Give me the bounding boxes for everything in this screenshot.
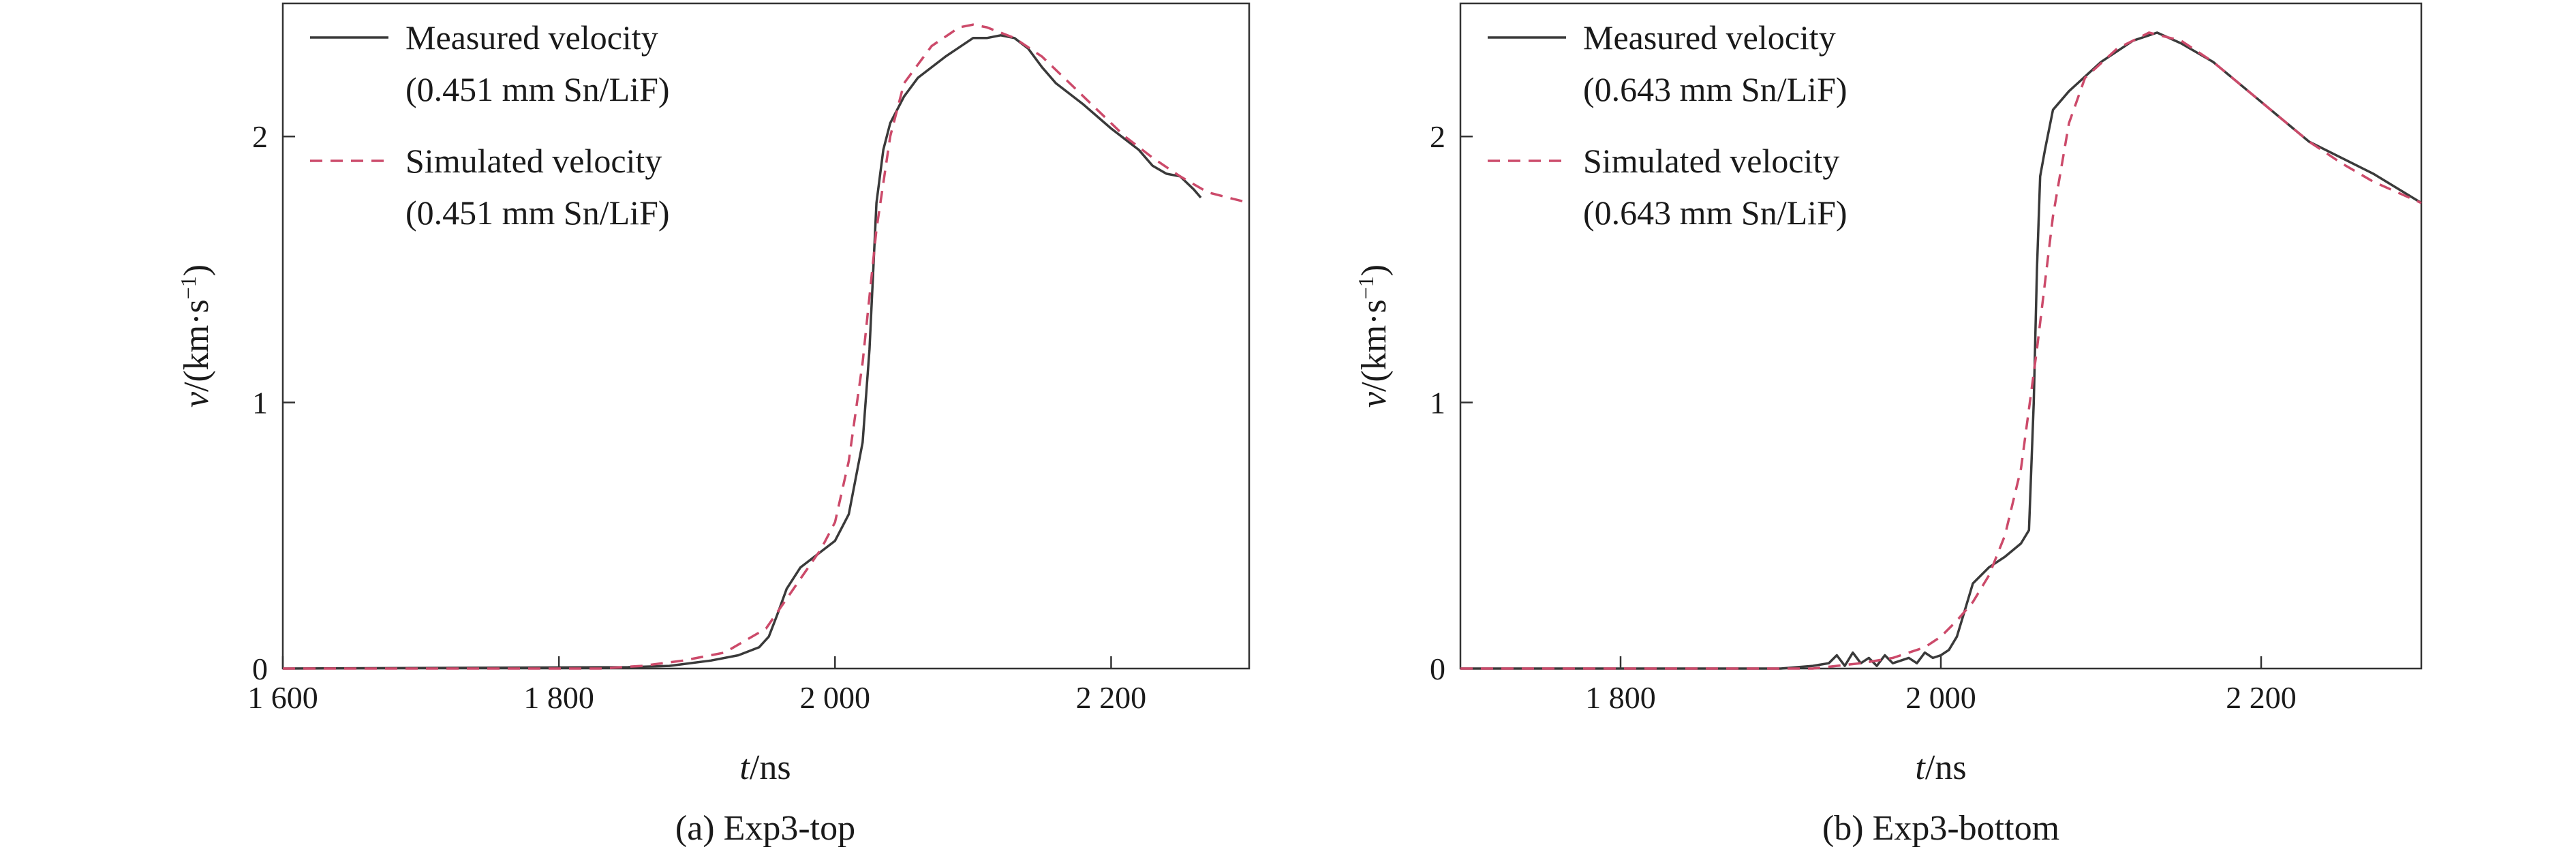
panel-a-legend: Measured velocity (0.451 mm Sn/LiF) Simu…	[310, 18, 670, 232]
panel-b-legend-measured-label-2: (0.643 mm Sn/LiF)	[1583, 70, 1847, 108]
panel-a-legend-simulated-label-1: Simulated velocity	[405, 142, 662, 180]
panel-a-tick-labels: 1 600 1 800 2 000 2 200 0 1 2	[247, 119, 1146, 715]
panel-b-simulated-velocity-line	[1460, 31, 2422, 670]
panel-b-xtick-label-2000: 2 000	[1905, 680, 1976, 715]
panel-b-legend-simulated-label-1: Simulated velocity	[1583, 142, 1839, 180]
panel-a-ytick-label-0: 0	[252, 652, 268, 686]
panel-a-series	[282, 23, 1250, 670]
panel-a-simulated-velocity-line	[283, 23, 1250, 670]
panel-b-ytick-label-1: 1	[1430, 386, 1445, 420]
panel-b-tick-labels: 1 800 2 000 2 200 0 1 2	[1430, 119, 2297, 715]
panel-b-y-axis-label: v/(km·s−1)	[1353, 264, 1394, 408]
panel-a-y-axis-label: v/(km·s−1)	[176, 264, 216, 408]
panel-a-xtick-label-1800: 1 800	[523, 680, 594, 715]
panel-a-plot-frame	[281, 2, 1251, 670]
panel-a-measured-velocity-line	[282, 34, 1202, 670]
panel-a-exp3-top: 1 600 1 800 2 000 2 200 0 1 2 Measured velocit…	[176, 2, 1251, 848]
panel-b-measured-velocity-line	[1460, 31, 2422, 670]
panel-b-caption: (b) Exp3-bottom	[1822, 809, 2059, 848]
panel-b-legend-simulated-label-2: (0.643 mm Sn/LiF)	[1583, 194, 1847, 232]
panel-b-xtick-label-1800: 1 800	[1585, 680, 1656, 715]
panel-b-legend-measured-label-1: Measured velocity	[1583, 18, 1836, 57]
panel-b-exp3-bottom: 1 800 2 000 2 200 0 1 2 Measured velocity (0.…	[1353, 2, 2423, 848]
panel-b-series	[1460, 31, 2422, 670]
panel-a-legend-measured-label-2: (0.451 mm Sn/LiF)	[405, 70, 670, 108]
panel-a-legend-measured-label-1: Measured velocity	[405, 18, 658, 57]
panel-a-ytick-label-1: 1	[252, 386, 268, 420]
panel-b-ytick-label-2: 2	[1430, 119, 1445, 154]
panel-a-xtick-label-2000: 2 000	[800, 680, 871, 715]
panel-a-ytick-label-2: 2	[252, 119, 268, 154]
panel-b-legend: Measured velocity (0.643 mm Sn/LiF) Simu…	[1488, 18, 1847, 232]
panel-b-ticks	[1460, 135, 2263, 670]
panel-a-caption: (a) Exp3-top	[675, 809, 855, 848]
panel-a-x-axis-label: t/ns	[739, 748, 791, 787]
panel-b-x-axis-label: t/ns	[1915, 748, 1966, 787]
panel-a-xtick-label-2200: 2 200	[1076, 680, 1147, 715]
panel-a-xtick-label-1600: 1 600	[247, 680, 318, 715]
panel-b-ytick-label-0: 0	[1430, 652, 1445, 686]
panel-a-legend-simulated-label-2: (0.451 mm Sn/LiF)	[405, 194, 670, 232]
panel-b-xtick-label-2200: 2 200	[2226, 680, 2297, 715]
